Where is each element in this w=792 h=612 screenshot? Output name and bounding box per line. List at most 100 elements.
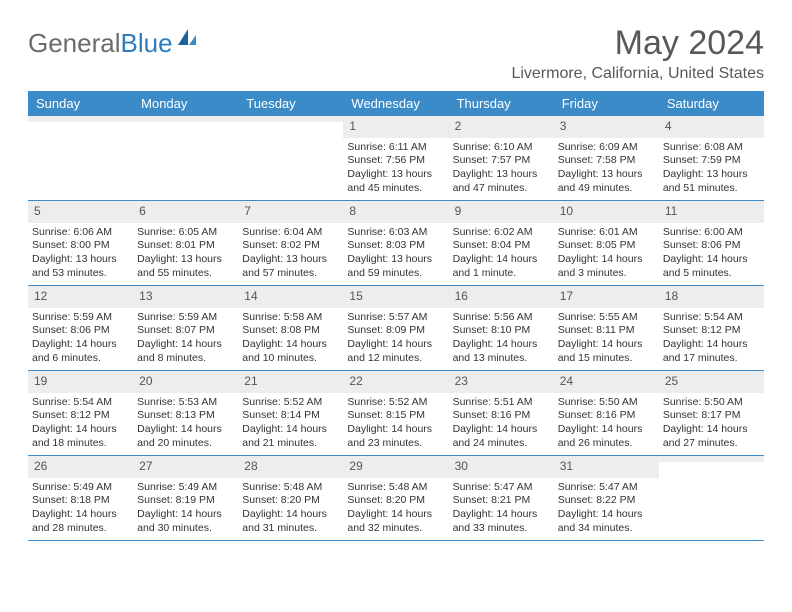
weekday-header: Sunday <box>28 91 133 116</box>
sunrise-text: Sunrise: 6:08 AM <box>663 141 760 155</box>
sunrise-text: Sunrise: 5:49 AM <box>137 481 234 495</box>
daylight-text: Daylight: 14 hours and 28 minutes. <box>32 508 129 535</box>
day-body: Sunrise: 5:50 AMSunset: 8:17 PMDaylight:… <box>659 393 764 455</box>
sunrise-text: Sunrise: 5:56 AM <box>453 311 550 325</box>
calendar-day-cell: 17Sunrise: 5:55 AMSunset: 8:11 PMDayligh… <box>554 286 659 370</box>
day-body: Sunrise: 5:47 AMSunset: 8:22 PMDaylight:… <box>554 478 659 540</box>
sunrise-text: Sunrise: 5:52 AM <box>347 396 444 410</box>
daylight-text: Daylight: 13 hours and 57 minutes. <box>242 253 339 280</box>
sunset-text: Sunset: 8:00 PM <box>32 239 129 253</box>
sunrise-text: Sunrise: 5:59 AM <box>137 311 234 325</box>
sunset-text: Sunset: 8:15 PM <box>347 409 444 423</box>
day-body: Sunrise: 5:58 AMSunset: 8:08 PMDaylight:… <box>238 308 343 370</box>
daylight-text: Daylight: 13 hours and 47 minutes. <box>453 168 550 195</box>
sunrise-text: Sunrise: 5:58 AM <box>242 311 339 325</box>
day-body <box>133 122 238 182</box>
day-number: 25 <box>659 371 764 393</box>
sunset-text: Sunset: 8:03 PM <box>347 239 444 253</box>
weekday-header: Monday <box>133 91 238 116</box>
sunset-text: Sunset: 7:57 PM <box>453 154 550 168</box>
day-number: 1 <box>343 116 448 138</box>
sunset-text: Sunset: 8:07 PM <box>137 324 234 338</box>
day-body: Sunrise: 5:47 AMSunset: 8:21 PMDaylight:… <box>449 478 554 540</box>
sunset-text: Sunset: 7:58 PM <box>558 154 655 168</box>
sunset-text: Sunset: 8:12 PM <box>663 324 760 338</box>
logo-text-general: General <box>28 28 121 59</box>
logo: General Blue <box>28 28 198 59</box>
sunset-text: Sunset: 8:20 PM <box>242 494 339 508</box>
day-number: 4 <box>659 116 764 138</box>
calendar-day-cell <box>238 116 343 200</box>
daylight-text: Daylight: 14 hours and 15 minutes. <box>558 338 655 365</box>
daylight-text: Daylight: 14 hours and 6 minutes. <box>32 338 129 365</box>
sunrise-text: Sunrise: 5:47 AM <box>558 481 655 495</box>
calendar-grid: Sunday Monday Tuesday Wednesday Thursday… <box>28 91 764 541</box>
month-title: May 2024 <box>511 24 764 63</box>
sunset-text: Sunset: 8:02 PM <box>242 239 339 253</box>
day-body: Sunrise: 6:03 AMSunset: 8:03 PMDaylight:… <box>343 223 448 285</box>
sunrise-text: Sunrise: 6:03 AM <box>347 226 444 240</box>
calendar-day-cell: 14Sunrise: 5:58 AMSunset: 8:08 PMDayligh… <box>238 286 343 370</box>
daylight-text: Daylight: 14 hours and 34 minutes. <box>558 508 655 535</box>
calendar-day-cell: 7 Sunrise: 6:04 AMSunset: 8:02 PMDaylight… <box>238 201 343 285</box>
day-number: 28 <box>238 456 343 478</box>
day-number: 22 <box>343 371 448 393</box>
daylight-text: Daylight: 13 hours and 59 minutes. <box>347 253 444 280</box>
sunset-text: Sunset: 8:01 PM <box>137 239 234 253</box>
sunrise-text: Sunrise: 6:00 AM <box>663 226 760 240</box>
day-body <box>238 122 343 182</box>
weekday-header: Thursday <box>449 91 554 116</box>
daylight-text: Daylight: 14 hours and 30 minutes. <box>137 508 234 535</box>
daylight-text: Daylight: 14 hours and 5 minutes. <box>663 253 760 280</box>
sunset-text: Sunset: 7:59 PM <box>663 154 760 168</box>
daylight-text: Daylight: 14 hours and 31 minutes. <box>242 508 339 535</box>
day-number: 27 <box>133 456 238 478</box>
day-body: Sunrise: 6:00 AMSunset: 8:06 PMDaylight:… <box>659 223 764 285</box>
day-body <box>28 122 133 182</box>
sunset-text: Sunset: 8:14 PM <box>242 409 339 423</box>
day-number: 20 <box>133 371 238 393</box>
sunrise-text: Sunrise: 6:04 AM <box>242 226 339 240</box>
sunset-text: Sunset: 8:21 PM <box>453 494 550 508</box>
day-number: 29 <box>343 456 448 478</box>
day-body: Sunrise: 5:50 AMSunset: 8:16 PMDaylight:… <box>554 393 659 455</box>
day-body: Sunrise: 6:08 AMSunset: 7:59 PMDaylight:… <box>659 138 764 200</box>
calendar-day-cell: 30Sunrise: 5:47 AMSunset: 8:21 PMDayligh… <box>449 456 554 540</box>
day-number: 12 <box>28 286 133 308</box>
day-body: Sunrise: 5:49 AMSunset: 8:18 PMDaylight:… <box>28 478 133 540</box>
day-number: 7 <box>238 201 343 223</box>
sunrise-text: Sunrise: 5:47 AM <box>453 481 550 495</box>
calendar-week-row: 12Sunrise: 5:59 AMSunset: 8:06 PMDayligh… <box>28 286 764 371</box>
daylight-text: Daylight: 14 hours and 10 minutes. <box>242 338 339 365</box>
day-body: Sunrise: 6:10 AMSunset: 7:57 PMDaylight:… <box>449 138 554 200</box>
sunset-text: Sunset: 8:10 PM <box>453 324 550 338</box>
calendar-week-row: 1Sunrise: 6:11 AMSunset: 7:56 PMDaylight… <box>28 116 764 201</box>
sunrise-text: Sunrise: 6:02 AM <box>453 226 550 240</box>
day-body <box>659 462 764 522</box>
day-body: Sunrise: 5:51 AMSunset: 8:16 PMDaylight:… <box>449 393 554 455</box>
sunset-text: Sunset: 8:05 PM <box>558 239 655 253</box>
sunrise-text: Sunrise: 5:48 AM <box>347 481 444 495</box>
sunrise-text: Sunrise: 5:57 AM <box>347 311 444 325</box>
sunrise-text: Sunrise: 6:01 AM <box>558 226 655 240</box>
calendar-day-cell <box>133 116 238 200</box>
daylight-text: Daylight: 14 hours and 12 minutes. <box>347 338 444 365</box>
logo-sail-icon <box>176 27 198 54</box>
daylight-text: Daylight: 14 hours and 20 minutes. <box>137 423 234 450</box>
day-body: Sunrise: 6:06 AMSunset: 8:00 PMDaylight:… <box>28 223 133 285</box>
day-number: 8 <box>343 201 448 223</box>
calendar-day-cell: 13Sunrise: 5:59 AMSunset: 8:07 PMDayligh… <box>133 286 238 370</box>
calendar-day-cell: 11Sunrise: 6:00 AMSunset: 8:06 PMDayligh… <box>659 201 764 285</box>
sunrise-text: Sunrise: 5:49 AM <box>32 481 129 495</box>
day-body: Sunrise: 5:55 AMSunset: 8:11 PMDaylight:… <box>554 308 659 370</box>
sunrise-text: Sunrise: 6:11 AM <box>347 141 444 155</box>
daylight-text: Daylight: 13 hours and 55 minutes. <box>137 253 234 280</box>
day-number: 19 <box>28 371 133 393</box>
calendar-day-cell: 27Sunrise: 5:49 AMSunset: 8:19 PMDayligh… <box>133 456 238 540</box>
day-body: Sunrise: 5:49 AMSunset: 8:19 PMDaylight:… <box>133 478 238 540</box>
day-number: 13 <box>133 286 238 308</box>
sunset-text: Sunset: 8:13 PM <box>137 409 234 423</box>
sunset-text: Sunset: 8:06 PM <box>663 239 760 253</box>
calendar-day-cell: 24Sunrise: 5:50 AMSunset: 8:16 PMDayligh… <box>554 371 659 455</box>
day-body: Sunrise: 5:54 AMSunset: 8:12 PMDaylight:… <box>28 393 133 455</box>
